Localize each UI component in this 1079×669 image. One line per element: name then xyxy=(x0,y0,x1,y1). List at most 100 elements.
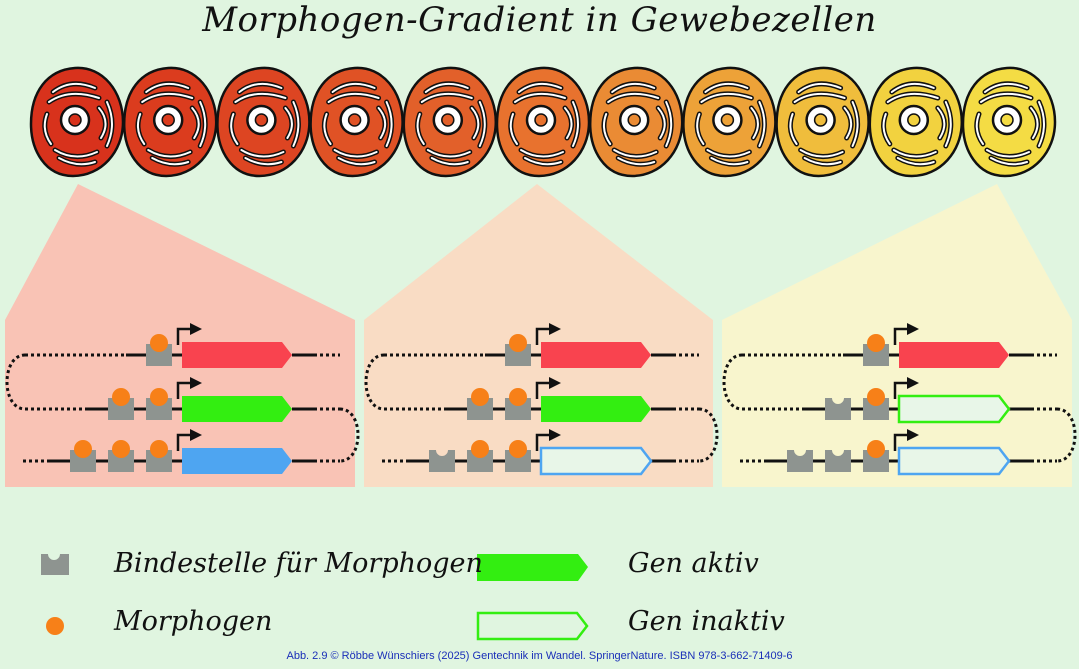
gene-active xyxy=(541,396,651,422)
promoter-arrowhead xyxy=(907,377,919,389)
binding-site-empty xyxy=(429,450,455,472)
cell xyxy=(682,66,777,178)
promoter-arrowhead xyxy=(190,429,202,441)
cell xyxy=(122,66,218,178)
cell-nucleolus xyxy=(347,113,362,127)
legend-gene-active-label: Gen aktiv xyxy=(628,548,759,579)
cell xyxy=(495,66,591,178)
cell-nucleolus xyxy=(720,113,735,127)
cell-nucleolus xyxy=(907,113,921,127)
panels-layer xyxy=(5,184,1077,487)
cell-nucleolus xyxy=(161,113,175,127)
binding-site xyxy=(146,398,172,420)
promoter-arrowhead xyxy=(190,377,202,389)
morphogen xyxy=(74,440,92,458)
binding-site xyxy=(108,450,134,472)
cell xyxy=(216,66,311,178)
binding-site xyxy=(108,398,134,420)
morphogen xyxy=(471,440,489,458)
gene-row xyxy=(384,323,699,368)
binding-site xyxy=(146,450,172,472)
legend-binding-site-label: Bindestelle für Morphogen xyxy=(114,548,483,579)
binding-site-empty xyxy=(787,450,813,472)
binding-site xyxy=(505,344,531,366)
panel-left xyxy=(5,184,360,487)
panel-right xyxy=(722,184,1077,487)
legend-morphogen-label: Morphogen xyxy=(114,606,273,637)
morphogen xyxy=(509,334,527,352)
promoter-arrowhead xyxy=(907,429,919,441)
gene-active xyxy=(899,342,1009,368)
legend-gene-active-icon xyxy=(477,554,588,581)
promoter-arrow xyxy=(176,327,192,345)
legend-gene-inactive-label: Gen inaktiv xyxy=(628,606,785,637)
cell xyxy=(775,66,870,178)
dna-loop xyxy=(722,353,743,411)
promoter-arrowhead xyxy=(549,377,561,389)
gene-active xyxy=(182,396,292,422)
morphogen xyxy=(112,440,130,458)
cell-nucleolus xyxy=(254,113,269,127)
binding-site xyxy=(505,450,531,472)
promoter-arrowhead xyxy=(549,429,561,441)
gene-inactive xyxy=(539,446,653,476)
figure-caption: Abb. 2.9 © Röbbe Wünschiers (2025) Gente… xyxy=(286,650,793,662)
binding-site xyxy=(863,398,889,420)
cell xyxy=(961,66,1057,178)
morphogen xyxy=(867,440,885,458)
morphogen xyxy=(150,334,168,352)
binding-site xyxy=(467,450,493,472)
morphogen xyxy=(867,334,885,352)
dna-loop xyxy=(698,407,719,463)
morphogen xyxy=(509,388,527,406)
cells-row xyxy=(29,66,1057,178)
gene-row xyxy=(25,323,340,368)
dna-loop xyxy=(5,353,26,411)
gene-active xyxy=(541,342,651,368)
legend-gene-inactive-icon xyxy=(476,611,589,641)
legend-graphics xyxy=(41,554,589,641)
morphogen xyxy=(150,440,168,458)
gene-row xyxy=(740,429,1057,476)
promoter-arrow xyxy=(893,327,909,345)
morphogen xyxy=(867,388,885,406)
gene-row xyxy=(382,429,699,476)
legend-binding-site-icon xyxy=(41,554,69,575)
binding-site-empty xyxy=(825,398,851,420)
morphogen xyxy=(150,388,168,406)
cell xyxy=(309,66,404,178)
dna-loop xyxy=(1056,407,1077,463)
cell-nucleolus xyxy=(534,113,548,127)
panel-background xyxy=(5,184,355,487)
gene-active xyxy=(182,448,292,474)
promoter-arrow xyxy=(535,327,551,345)
cell-nucleolus xyxy=(813,113,828,127)
cell xyxy=(29,66,125,178)
gene-row xyxy=(25,377,340,422)
gene-inactive xyxy=(897,394,1011,424)
cell xyxy=(868,66,964,178)
dna-loop xyxy=(364,353,385,411)
gene-row xyxy=(23,429,340,474)
promoter-arrow xyxy=(893,381,909,399)
promoter-arrowhead xyxy=(549,323,561,335)
binding-site xyxy=(505,398,531,420)
dna-loop xyxy=(339,407,360,463)
promoter-arrow xyxy=(176,433,192,451)
promoter-arrowhead xyxy=(907,323,919,335)
gene-active xyxy=(182,342,292,368)
promoter-arrow xyxy=(535,433,551,451)
morphogen xyxy=(112,388,130,406)
page-title: Morphogen-Gradient in Gewebezellen xyxy=(202,0,877,40)
cell-nucleolus xyxy=(1000,113,1014,127)
binding-site xyxy=(70,450,96,472)
morphogen xyxy=(471,388,489,406)
binding-site xyxy=(863,450,889,472)
cell-nucleolus xyxy=(441,113,455,127)
panel-background xyxy=(722,184,1072,487)
legend-morphogen-icon xyxy=(46,617,64,635)
gene-row xyxy=(742,377,1057,424)
promoter-arrow xyxy=(176,381,192,399)
gene-row xyxy=(384,377,699,422)
